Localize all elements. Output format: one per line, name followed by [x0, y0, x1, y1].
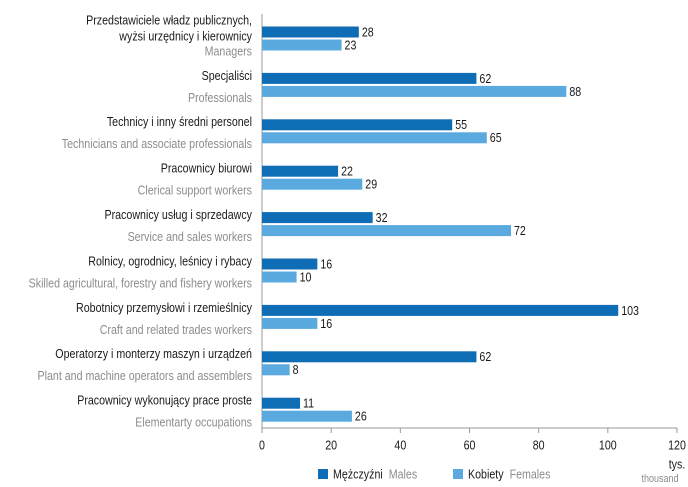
- category-label-en: Service and sales workers: [128, 229, 253, 244]
- value-label: 16: [320, 256, 332, 271]
- value-label: 62: [479, 71, 491, 86]
- category-label-en: Elementarty occupations: [135, 415, 252, 430]
- x-tick-label: 0: [259, 437, 265, 452]
- x-tick-label: 120: [668, 437, 686, 452]
- value-label: 29: [365, 177, 377, 192]
- legend-label-en: Males: [389, 466, 418, 481]
- category-label-en: Managers: [205, 43, 253, 58]
- x-tick-label: 60: [464, 437, 476, 452]
- value-label: 26: [355, 409, 367, 424]
- category-label-en: Craft and related trades workers: [100, 322, 253, 337]
- x-unit-en: thousand: [641, 473, 678, 485]
- x-tick-label: 100: [599, 437, 617, 452]
- legend-swatch: [318, 469, 328, 479]
- x-tick-label: 20: [325, 437, 337, 452]
- value-label: 28: [362, 24, 374, 39]
- bar: [262, 351, 477, 363]
- bar: [262, 397, 301, 409]
- value-label: 23: [345, 37, 357, 52]
- category-label-en: Technicians and associate professionals: [62, 136, 253, 151]
- bar: [262, 304, 619, 316]
- value-label: 65: [490, 130, 502, 145]
- legend-label: Kobiety: [468, 466, 504, 481]
- bar: [262, 26, 359, 38]
- category-label: Technicy i inny średni personel: [107, 114, 252, 129]
- value-label: 32: [376, 210, 388, 225]
- category-label: Specjaliści: [202, 68, 252, 83]
- value-label: 10: [300, 269, 312, 284]
- bar: [262, 39, 342, 51]
- category-label-en: Professionals: [188, 90, 252, 105]
- bar: [262, 317, 318, 329]
- bar: [262, 212, 373, 224]
- value-label: 16: [320, 316, 332, 331]
- bar: [262, 225, 511, 237]
- value-label: 8: [293, 362, 299, 377]
- value-label: 55: [455, 117, 467, 132]
- value-label: 103: [621, 303, 639, 318]
- bar: [262, 364, 290, 376]
- legend-label-en: Females: [510, 466, 551, 481]
- value-label: 62: [479, 349, 491, 364]
- value-label: 88: [569, 84, 581, 99]
- category-label: Pracownicy biurowi: [161, 161, 252, 176]
- bar: [262, 72, 477, 84]
- category-label-en: Clerical support workers: [138, 183, 253, 198]
- bar: [262, 410, 352, 422]
- legend-swatch: [453, 469, 463, 479]
- x-tick-label: 80: [533, 437, 545, 452]
- x-unit: tys.: [669, 456, 686, 471]
- category-label: Pracownicy wykonujący prace proste: [77, 393, 252, 408]
- legend-label: Mężczyźni: [333, 466, 383, 481]
- bar: [262, 85, 567, 97]
- category-label-en: Plant and machine operators and assemble…: [37, 368, 252, 383]
- category-label: Pracownicy usług i sprzedawcy: [104, 207, 252, 222]
- bar: [262, 119, 453, 131]
- bar: [262, 165, 339, 177]
- bar: [262, 258, 318, 270]
- bar: [262, 178, 363, 190]
- category-label: Operatorzy i monterzy maszyn i urządzeń: [55, 346, 252, 361]
- category-label-en: Skilled agricultural, forestry and fishe…: [29, 275, 253, 290]
- category-label: wyżsi urzędnicy i kierownicy: [118, 28, 252, 43]
- bar: [262, 271, 297, 283]
- bar: [262, 132, 487, 144]
- x-tick-label: 40: [394, 437, 406, 452]
- category-label: Rolnicy, ogrodnicy, leśnicy i rybacy: [88, 253, 252, 268]
- value-label: 11: [303, 396, 314, 411]
- value-label: 72: [514, 223, 526, 238]
- category-label: Robotnicy przemysłowi i rzemieślnicy: [76, 300, 252, 315]
- value-label: 22: [341, 164, 353, 179]
- category-label: Przedstawiciele władz publicznych,: [86, 12, 252, 27]
